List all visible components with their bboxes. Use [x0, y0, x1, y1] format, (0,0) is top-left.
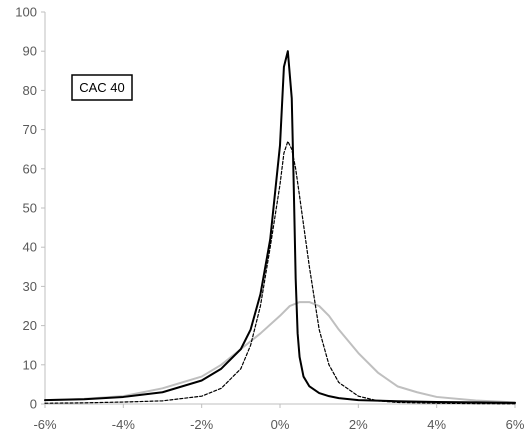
axes: 0 10 20 30 40 50 60 70 80 90 100 -6% -4% -2% 0% 2% 4% 6% — [15, 5, 525, 433]
series-line-gray — [44, 301, 516, 404]
x-tick-label: 6% — [506, 417, 525, 432]
x-tick-label: -4% — [112, 417, 136, 432]
annotation-label: CAC 40 — [79, 80, 125, 95]
y-tick-label: 40 — [23, 240, 37, 255]
y-tick-label: 20 — [23, 318, 37, 333]
x-tick-label: -2% — [190, 417, 214, 432]
y-tick-label: 30 — [23, 279, 37, 294]
x-tick-label: -6% — [33, 417, 57, 432]
annotation-box: CAC 40 — [71, 74, 133, 101]
y-tick-label: 10 — [23, 357, 37, 372]
series-line-black — [44, 50, 516, 404]
series-line-dashed — [44, 140, 516, 405]
y-tick-label: 90 — [23, 44, 37, 59]
y-tick-label: 100 — [15, 5, 37, 20]
y-tick-label: 80 — [23, 83, 37, 98]
y-tick-label: 0 — [30, 397, 37, 412]
y-tick-label: 50 — [23, 201, 37, 216]
x-tick-label: 0% — [271, 417, 290, 432]
y-tick-label: 60 — [23, 161, 37, 176]
x-tick-label: 4% — [427, 417, 446, 432]
x-tick-label: 2% — [349, 417, 368, 432]
y-tick-label: 70 — [23, 122, 37, 137]
series-group — [44, 50, 516, 405]
annotation-frame — [71, 74, 133, 101]
